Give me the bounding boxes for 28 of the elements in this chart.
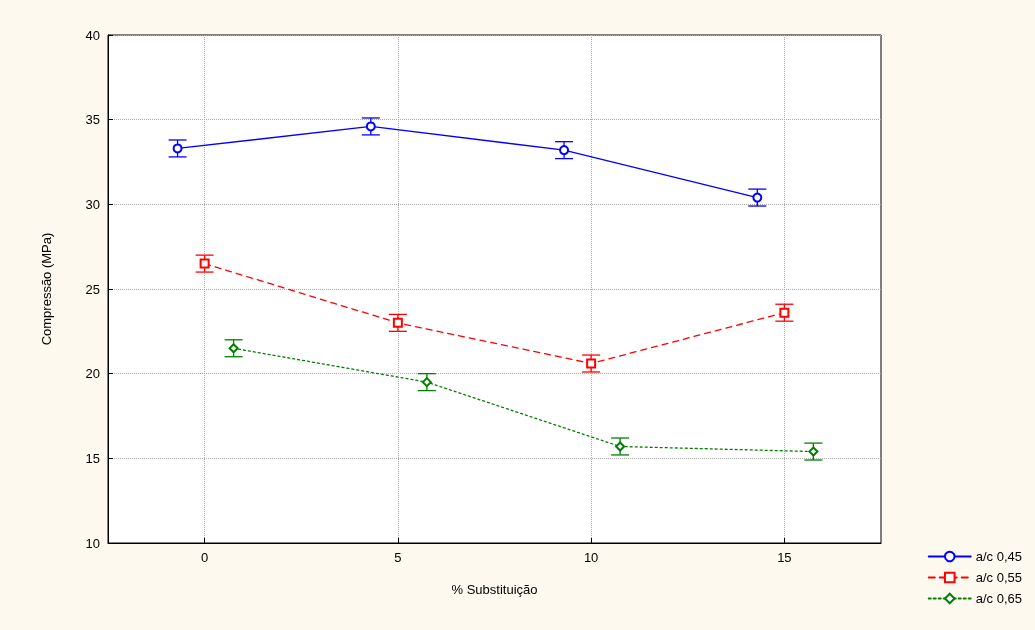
point bbox=[172, 143, 183, 154]
legend-label: a/c 0,45 bbox=[975, 549, 1023, 564]
y-axis-title: Compressão (MPa) bbox=[39, 232, 54, 346]
point bbox=[228, 343, 239, 354]
point bbox=[421, 377, 432, 388]
point bbox=[586, 358, 597, 369]
y-tick-label: 25 bbox=[85, 281, 100, 297]
x-tick-label: 0 bbox=[201, 550, 209, 565]
x-tick-label: 5 bbox=[394, 550, 402, 565]
x-tick-label: 10 bbox=[583, 550, 599, 565]
y-tick-label: 10 bbox=[85, 535, 100, 551]
x-tick-label: 15 bbox=[777, 550, 792, 565]
point bbox=[808, 446, 819, 457]
point bbox=[365, 121, 376, 132]
y-tick-label: 30 bbox=[85, 196, 100, 212]
point bbox=[559, 145, 570, 156]
point bbox=[392, 317, 403, 328]
legend-label: a/c 0,65 bbox=[975, 591, 1023, 606]
point bbox=[752, 192, 763, 203]
point bbox=[615, 441, 626, 452]
y-tick-label: 40 bbox=[85, 27, 100, 43]
y-tick-label: 35 bbox=[85, 112, 100, 128]
y-tick-label: 15 bbox=[85, 450, 100, 466]
x-axis-title: % Substituição bbox=[451, 582, 538, 597]
point bbox=[779, 307, 790, 318]
y-tick-label: 20 bbox=[85, 366, 100, 382]
point bbox=[199, 258, 210, 269]
legend-label: a/c 0,55 bbox=[975, 570, 1023, 585]
